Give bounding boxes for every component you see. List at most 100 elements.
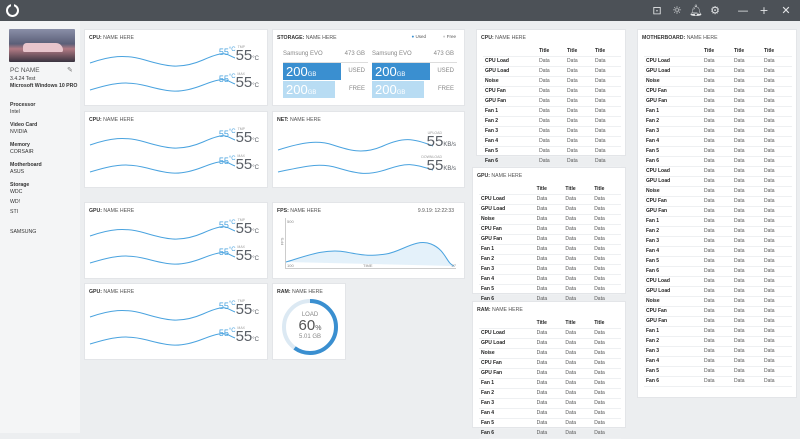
cpu-card-2: CPU: NAME HERE TMP 55°C55°C MAX 55°C55°C: [84, 111, 268, 188]
table-row: Fan 3 Data Data Data: [644, 346, 792, 356]
download-value: 55: [426, 157, 444, 174]
table-header: Title Title Title: [644, 46, 792, 56]
drive-used: 200GB USED: [283, 63, 368, 80]
table-header: Title Title Title: [479, 184, 621, 194]
memory-label: Memory: [10, 142, 30, 148]
fps-timestamp: 9.9.19: 12:22:33: [417, 208, 454, 214]
upload-value: 55: [426, 133, 444, 150]
table-row: Noise Data Data Data: [479, 348, 621, 358]
drive-used: 200GB USED: [372, 63, 457, 80]
max-gauge: MAX 55°C55°C: [218, 326, 259, 345]
fps-curve: [285, 242, 455, 267]
table-header: Title Title Title: [479, 318, 621, 328]
table-row: Fan 2 Data Data Data: [483, 116, 621, 126]
table-row: Fan 5 Data Data Data: [479, 284, 621, 294]
table-row: Fan 1 Data Data Data: [644, 106, 792, 116]
table-row: Fan 4 Data Data Data: [479, 408, 621, 418]
table-row: CPU Load Data Data Data: [479, 328, 621, 338]
table-row: Fan 1 Data Data Data: [479, 378, 621, 388]
table-row: Fan 5 Data Data Data: [644, 146, 792, 156]
storage-label: Storage: [10, 182, 30, 188]
table-row: GPU Load Data Data Data: [644, 286, 792, 296]
table-row: Fan 3 Data Data Data: [479, 398, 621, 408]
drive-header: Samsung EVO 473 GB: [283, 46, 368, 63]
table-row: Fan 3 Data Data Data: [644, 126, 792, 136]
fps-card: FPS: NAME HERE 9.9.19: 12:22:33 500 FPS …: [272, 202, 465, 279]
table-row: CPU Load Data Data Data: [644, 166, 792, 176]
sidebar: PC NAME ✎ 3.4.24 Test Microsoft Windows …: [0, 21, 80, 433]
storage-item: WD!: [10, 199, 21, 205]
memory-value: CORSAIR: [10, 149, 34, 155]
gpu-table-card: GPU: NAME HERE Title Title Title CPU Load Dat…: [472, 167, 626, 304]
table-row: Noise Data Data Data: [479, 214, 621, 224]
table-row: Fan 6 Data Data Data: [644, 156, 792, 166]
minimize-button[interactable]: —: [737, 4, 749, 17]
cpu-table-card: CPU: NAME HERE Title Title Title CPU Load Dat…: [476, 29, 626, 166]
ram-table-card: RAM: NAME HERE Title Title Title CPU Load Dat…: [472, 301, 626, 438]
os-name: Microsoft Windows 10 PRO: [10, 83, 78, 89]
table-row: CPU Fan Data Data Data: [644, 306, 792, 316]
table-row: GPU Fan Data Data Data: [483, 96, 621, 106]
table-row: GPU Load Data Data Data: [479, 204, 621, 214]
drive-header: Samsung EVO 473 GB: [372, 46, 457, 63]
table-row: Noise Data Data Data: [644, 186, 792, 196]
storage-item: SAMSUNG: [10, 229, 37, 235]
table-header: Title Title Title: [483, 46, 621, 56]
table-row: Noise Data Data Data: [644, 296, 792, 306]
table-row: Fan 2 Data Data Data: [644, 336, 792, 346]
data-table: Title Title Title CPU Load Data Data Data GPU L…: [479, 318, 621, 439]
temp-wave: [89, 135, 236, 174]
table-row: Fan 6 Data Data Data: [644, 266, 792, 276]
table-row: GPU Load Data Data Data: [644, 66, 792, 76]
table-row: Fan 6 Data Data Data: [479, 428, 621, 438]
fps-plot: [285, 218, 456, 269]
table-row: Fan 4 Data Data Data: [644, 136, 792, 146]
table-row: Fan 4 Data Data Data: [479, 274, 621, 284]
edit-icon[interactable]: ✎: [67, 67, 73, 74]
table-row: CPU Fan Data Data Data: [483, 86, 621, 96]
max-gauge: MAX 55°C55°C: [218, 245, 259, 264]
table-row: Fan 6 Data Data Data: [483, 156, 621, 166]
table-row: Fan 1 Data Data Data: [644, 326, 792, 336]
temp-gauge: TMP 55°C55°C: [218, 299, 259, 318]
temp-wave: [89, 307, 236, 346]
video-card-label: Video Card: [10, 122, 38, 128]
table-row: Fan 1 Data Data Data: [479, 244, 621, 254]
bell-icon[interactable]: 🔔︎: [689, 4, 703, 17]
table-row: CPU Fan Data Data Data: [644, 86, 792, 96]
legend-used: ● Used: [411, 34, 427, 39]
close-button[interactable]: ✕: [781, 4, 791, 17]
gpu-card: GPU: NAME HERE TMP 55°C55°C MAX 55°C55°C: [84, 202, 268, 279]
table-row: GPU Fan Data Data Data: [644, 316, 792, 326]
table-row: Fan 2 Data Data Data: [479, 254, 621, 264]
brightness-icon[interactable]: ☼: [672, 4, 682, 17]
processor-label: Processor: [10, 102, 36, 108]
ram-gauge: [282, 299, 338, 355]
data-table: Title Title Title CPU Load Data Data Data GPU L…: [483, 46, 621, 167]
screenshot-icon[interactable]: ⊡: [652, 4, 662, 17]
table-row: Fan 4 Data Data Data: [644, 356, 792, 366]
table-row: CPU Fan Data Data Data: [479, 224, 621, 234]
net-card: NET: NAME HERE UPLOAD 55KB/s DOWNLOAD 55KB…: [272, 111, 465, 188]
drive-free: 200GB FREE: [283, 81, 368, 98]
temp-gauge: TMP 55°C55°C: [218, 218, 259, 237]
cpu-card: CPU: NAME HERE TMP 55°C55°C MAX 55°C55°C: [84, 29, 268, 106]
gear-icon[interactable]: ⚙: [710, 4, 720, 17]
title-bar: ⊡ ☼ 🔔︎ ⚙ — + ✕: [0, 0, 800, 21]
table-row: CPU Load Data Data Data: [479, 194, 621, 204]
table-row: CPU Fan Data Data Data: [479, 358, 621, 368]
table-row: Fan 3 Data Data Data: [479, 264, 621, 274]
app-logo-icon: [6, 3, 19, 17]
processor-value: Intel: [10, 109, 20, 115]
table-row: Noise Data Data Data: [644, 76, 792, 86]
temp-wave: [89, 226, 236, 265]
maximize-button[interactable]: +: [759, 4, 769, 17]
max-gauge: MAX 55°C55°C: [218, 72, 259, 91]
table-row: CPU Load Data Data Data: [483, 56, 621, 66]
max-gauge: MAX 55°C55°C: [218, 154, 259, 173]
data-table: Title Title Title CPU Load Data Data Data GPU L…: [479, 184, 621, 305]
table-row: Fan 1 Data Data Data: [483, 106, 621, 116]
table-row: Fan 6 Data Data Data: [644, 376, 792, 386]
table-row: GPU Fan Data Data Data: [644, 96, 792, 106]
table-row: CPU Fan Data Data Data: [644, 196, 792, 206]
